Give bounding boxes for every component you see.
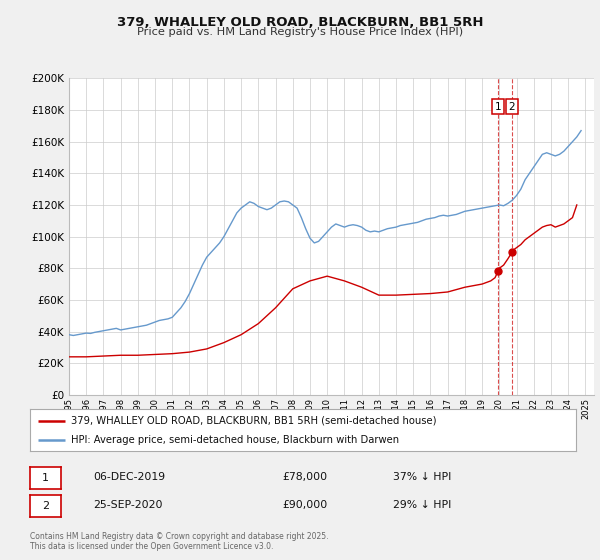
Text: 1: 1 [42,473,49,483]
Text: 2: 2 [509,102,515,112]
Text: 29% ↓ HPI: 29% ↓ HPI [393,500,451,510]
Text: Contains HM Land Registry data © Crown copyright and database right 2025.
This d: Contains HM Land Registry data © Crown c… [30,532,329,552]
Text: Price paid vs. HM Land Registry's House Price Index (HPI): Price paid vs. HM Land Registry's House … [137,27,463,37]
Text: 1: 1 [494,102,501,112]
Text: 06-DEC-2019: 06-DEC-2019 [93,472,165,482]
Text: HPI: Average price, semi-detached house, Blackburn with Darwen: HPI: Average price, semi-detached house,… [71,435,399,445]
Text: 379, WHALLEY OLD ROAD, BLACKBURN, BB1 5RH: 379, WHALLEY OLD ROAD, BLACKBURN, BB1 5R… [117,16,483,29]
Text: 25-SEP-2020: 25-SEP-2020 [93,500,163,510]
Text: 37% ↓ HPI: 37% ↓ HPI [393,472,451,482]
Text: £90,000: £90,000 [282,500,327,510]
Text: £78,000: £78,000 [282,472,327,482]
Text: 379, WHALLEY OLD ROAD, BLACKBURN, BB1 5RH (semi-detached house): 379, WHALLEY OLD ROAD, BLACKBURN, BB1 5R… [71,416,436,426]
Text: 2: 2 [42,501,49,511]
